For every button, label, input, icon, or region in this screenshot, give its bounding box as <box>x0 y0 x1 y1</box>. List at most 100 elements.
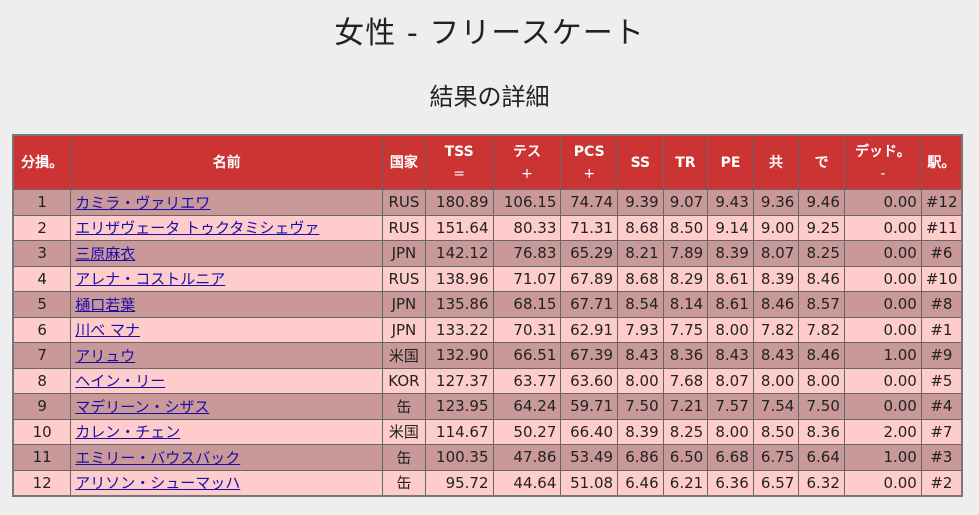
tes-cell: 50.27 <box>492 418 562 445</box>
co-cell: 8.46 <box>752 291 800 318</box>
in-cell: 8.46 <box>798 342 845 369</box>
header-rank[interactable]: 分損。 <box>12 134 72 190</box>
skater-link[interactable]: カレン・チェン <box>75 423 181 442</box>
table-row: 5 樋口若葉 JPN 135.86 68.15 67.71 8.54 8.14 8.61 8.46… <box>12 291 963 318</box>
ded-cell: 0.00 <box>843 316 922 343</box>
pcs-cell: 67.89 <box>560 265 619 292</box>
co-cell: 6.57 <box>752 469 800 497</box>
name-cell: エミリー・バウスバック <box>70 444 384 471</box>
skater-link[interactable]: アリュウ <box>75 346 136 365</box>
pe-cell: 8.07 <box>707 367 754 394</box>
in-cell: 8.25 <box>798 240 845 267</box>
tes-cell: 71.07 <box>492 265 562 292</box>
tss-cell: 133.22 <box>424 316 494 343</box>
pcs-cell: 74.74 <box>560 189 619 216</box>
pe-cell: 7.57 <box>707 393 754 420</box>
ded-cell: 0.00 <box>843 393 922 420</box>
table-row: 2 エリザヴェータ トゥクタミシェヴァ RUS 151.64 80.33 71.31 8.6… <box>12 214 963 241</box>
skater-link[interactable]: アレナ・コストルニア <box>75 270 226 289</box>
co-cell: 8.07 <box>752 240 800 267</box>
name-cell: アレナ・コストルニア <box>70 265 384 292</box>
pe-cell: 8.61 <box>707 291 754 318</box>
name-cell: 川べ マナ <box>70 316 384 343</box>
co-cell: 7.82 <box>752 316 800 343</box>
co-cell: 9.36 <box>752 189 800 216</box>
pcs-cell: 53.49 <box>560 444 619 471</box>
pe-cell: 8.43 <box>707 342 754 369</box>
in-cell: 8.57 <box>798 291 845 318</box>
ss-cell: 7.50 <box>617 393 664 420</box>
skater-link[interactable]: 三原麻衣 <box>75 244 136 263</box>
header-ded[interactable]: デッド。 - <box>843 134 922 190</box>
ded-cell: 0.00 <box>843 189 922 216</box>
skater-link[interactable]: エミリー・バウスバック <box>75 448 241 467</box>
sp-cell: #3 <box>920 444 963 471</box>
header-ss[interactable]: SS <box>617 134 664 190</box>
header-in[interactable]: で <box>798 134 845 190</box>
table-row: 1 カミラ・ヴァリエワ RUS 180.89 106.15 74.74 9.39 9.07 9.… <box>12 189 963 216</box>
name-cell: アリソン・シューマッハ <box>70 469 384 497</box>
pcs-cell: 67.39 <box>560 342 619 369</box>
skater-link[interactable]: カミラ・ヴァリエワ <box>75 193 211 212</box>
in-cell: 7.82 <box>798 316 845 343</box>
page-title: 女性 - フリースケート <box>334 16 645 51</box>
pcs-cell: 66.40 <box>560 418 619 445</box>
ded-cell: 0.00 <box>843 367 922 394</box>
rank-cell: 1 <box>12 189 72 216</box>
sp-cell: #10 <box>920 265 963 292</box>
nation-cell: RUS <box>382 265 426 292</box>
sp-cell: #9 <box>920 342 963 369</box>
skater-link[interactable]: エリザヴェータ トゥクタミシェヴァ <box>75 219 320 238</box>
ded-cell: 0.00 <box>843 214 922 241</box>
co-cell: 6.75 <box>752 444 800 471</box>
pcs-cell: 65.29 <box>560 240 619 267</box>
tr-cell: 8.14 <box>662 291 709 318</box>
skater-link[interactable]: 川べ マナ <box>75 321 140 340</box>
ss-cell: 8.54 <box>617 291 664 318</box>
skater-link[interactable]: 樋口若葉 <box>75 295 136 314</box>
in-cell: 6.32 <box>798 469 845 497</box>
skater-link[interactable]: ヘイン・リー <box>75 372 166 391</box>
name-cell: ヘイン・リー <box>70 367 384 394</box>
sp-cell: #11 <box>920 214 963 241</box>
header-nation[interactable]: 国家 <box>382 134 426 190</box>
name-cell: マデリーン・シザス <box>70 393 384 420</box>
ded-cell: 1.00 <box>843 342 922 369</box>
sp-cell: #5 <box>920 367 963 394</box>
header-tr[interactable]: TR <box>662 134 709 190</box>
nation-cell: JPN <box>382 240 426 267</box>
tr-cell: 6.50 <box>662 444 709 471</box>
skater-link[interactable]: マデリーン・シザス <box>75 397 210 416</box>
ded-cell: 2.00 <box>843 418 922 445</box>
name-cell: アリュウ <box>70 342 384 369</box>
ss-cell: 8.68 <box>617 265 664 292</box>
tss-cell: 142.12 <box>424 240 494 267</box>
header-pe[interactable]: PE <box>707 134 754 190</box>
table-row: 11 エミリー・バウスバック缶 100.35 47.86 53.49 6.86 6.50 6.… <box>12 444 963 471</box>
ded-cell: 0.00 <box>843 240 922 267</box>
co-cell: 8.39 <box>752 265 800 292</box>
header-co[interactable]: 共 <box>752 134 800 190</box>
header-pcs[interactable]: PCS + <box>560 134 619 190</box>
skater-link[interactable]: アリソン・シューマッハ <box>75 474 241 493</box>
in-cell: 6.64 <box>798 444 845 471</box>
header-sp[interactable]: 駅。 <box>920 134 963 190</box>
ded-cell: 0.00 <box>843 265 922 292</box>
header-name[interactable]: 名前 <box>70 134 384 190</box>
nation-cell: KOR <box>382 367 426 394</box>
in-cell: 8.00 <box>798 367 845 394</box>
header-tes[interactable]: テス + <box>492 134 562 190</box>
rank-cell: 9 <box>12 393 72 420</box>
tes-cell: 66.51 <box>492 342 562 369</box>
header-tss[interactable]: TSS = <box>424 134 494 190</box>
tss-cell: 95.72 <box>424 469 494 497</box>
table-row: 8 ヘイン・リー KOR 127.37 63.77 63.60 8.00 7.68 8.07 8.… <box>12 367 963 394</box>
sp-cell: #7 <box>920 418 963 445</box>
ded-cell: 0.00 <box>843 291 922 318</box>
tr-cell: 8.25 <box>662 418 709 445</box>
ded-cell: 0.00 <box>843 469 922 497</box>
table-row: 7 アリュウ 米国 132.90 66.51 67.39 8.43 8.36 8.43 8.43 8… <box>12 342 963 369</box>
tes-cell: 106.15 <box>492 189 562 216</box>
co-cell: 7.54 <box>752 393 800 420</box>
nation-cell: 缶 <box>382 393 426 420</box>
